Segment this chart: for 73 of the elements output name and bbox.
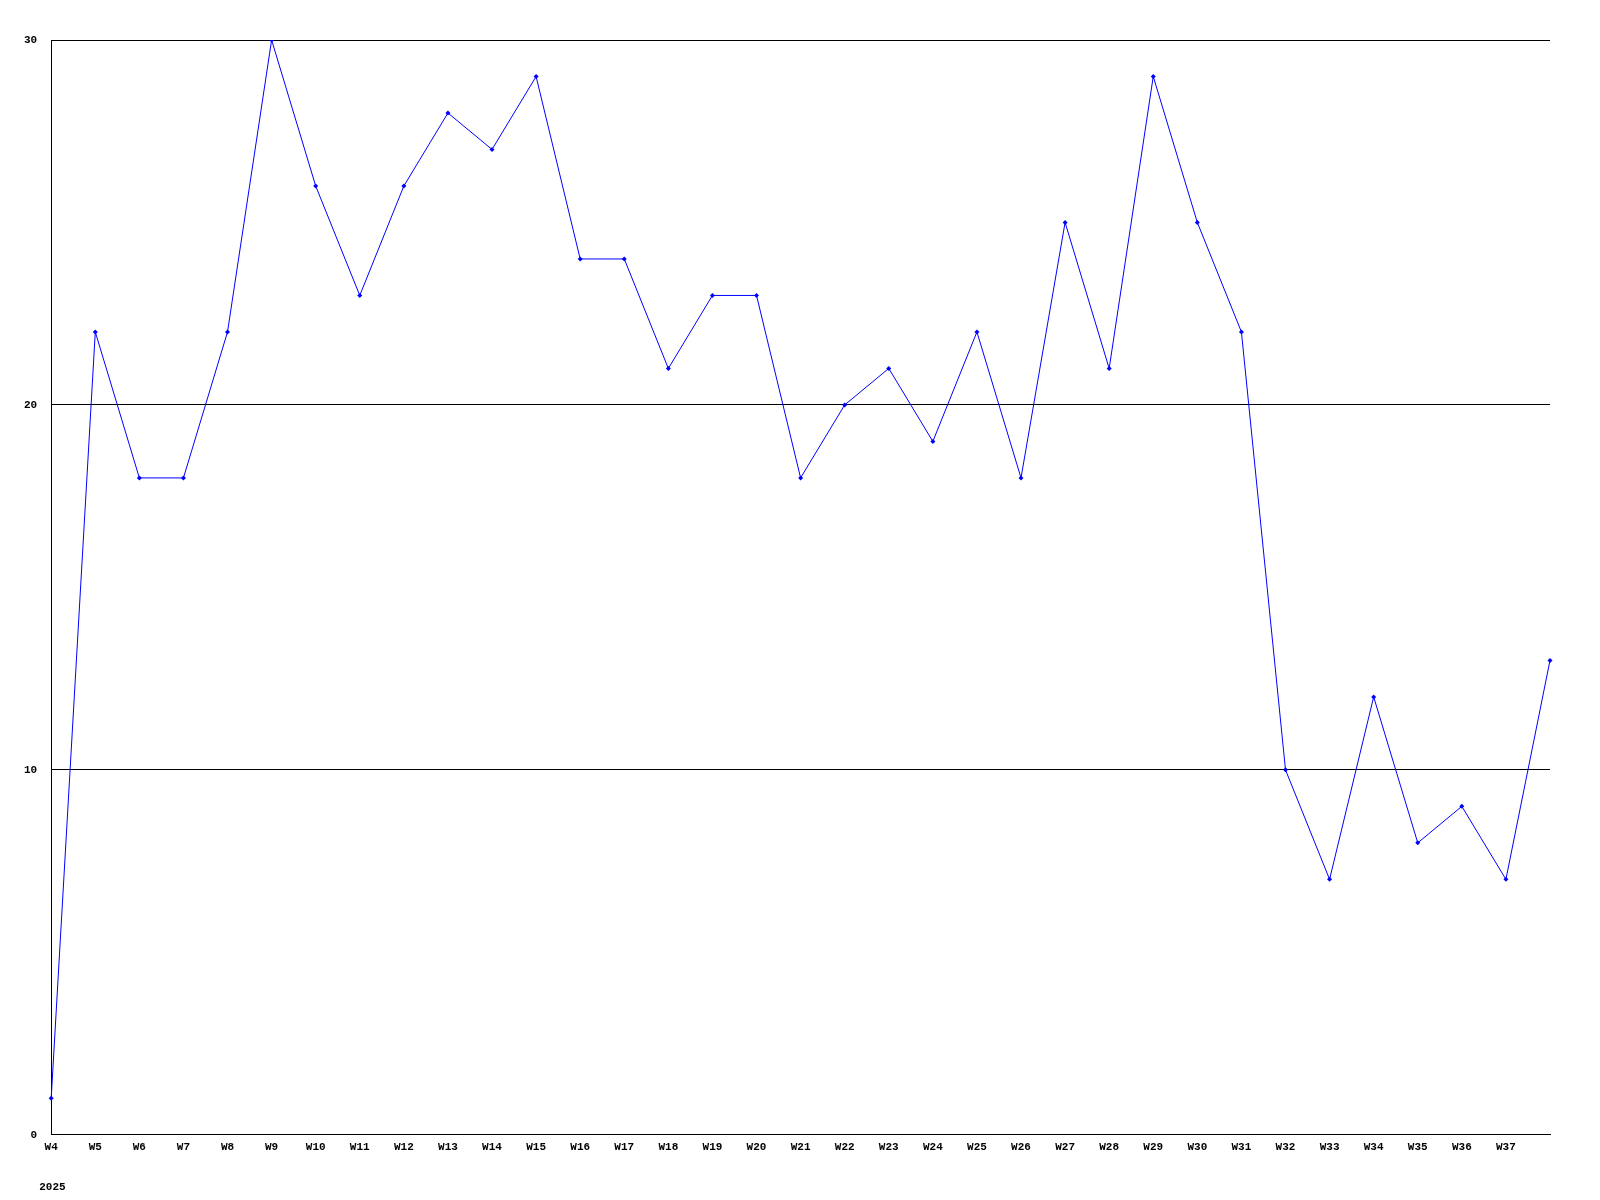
x-tick-label: W6	[132, 1141, 146, 1154]
point	[92, 329, 98, 335]
x-tick-label: W5	[88, 1141, 103, 1154]
x-tick-label: W12	[393, 1141, 414, 1154]
point	[754, 292, 760, 298]
point	[1238, 329, 1244, 335]
point	[225, 329, 231, 335]
x-tick-label: W11	[349, 1141, 371, 1154]
y-tick-label: 20	[24, 398, 38, 411]
point	[313, 183, 319, 189]
point	[1150, 73, 1156, 79]
x-tick-label: W27	[1055, 1141, 1075, 1154]
x-tick-label: W30	[1187, 1141, 1208, 1154]
point	[1283, 767, 1289, 773]
point	[1459, 803, 1465, 809]
point	[401, 183, 407, 189]
point	[842, 402, 848, 408]
point	[1371, 694, 1377, 700]
x-tick-label: W26	[1011, 1141, 1031, 1154]
x-tick-label: W33	[1319, 1141, 1340, 1154]
x-tick-label: W17	[614, 1141, 635, 1154]
point	[886, 365, 892, 371]
x-tick-label: W19	[702, 1141, 723, 1154]
point	[180, 475, 186, 481]
x-tick-label: W14	[482, 1141, 503, 1154]
point	[1062, 219, 1068, 225]
x-tick-label: W7	[176, 1141, 191, 1154]
point	[1547, 657, 1553, 663]
x-tick-label: W13	[438, 1141, 459, 1154]
x-tick-label: W28	[1099, 1141, 1120, 1154]
x-tick-label: W37	[1496, 1141, 1516, 1154]
point	[533, 73, 539, 79]
point	[1194, 219, 1200, 225]
point	[1018, 475, 1024, 481]
x-tick-label: W25	[967, 1141, 988, 1154]
point	[48, 1095, 54, 1101]
x-tick-label: W36	[1451, 1141, 1472, 1154]
point	[798, 475, 804, 481]
point	[357, 292, 363, 298]
point	[1327, 876, 1333, 882]
point	[1415, 840, 1421, 846]
x-tick-label: W31	[1231, 1141, 1252, 1154]
point	[709, 292, 715, 298]
x-tick-label: W8	[220, 1141, 235, 1154]
point	[1106, 365, 1112, 371]
point	[489, 146, 495, 152]
point	[665, 365, 671, 371]
x-tick-label: W4	[44, 1141, 59, 1154]
x-tick-label: W9	[265, 1141, 279, 1154]
x-tick-label: W15	[526, 1141, 547, 1154]
x-tick-label: W20	[746, 1141, 767, 1154]
y-tick-label: 30	[24, 33, 38, 46]
point	[445, 110, 451, 116]
x-tick-label: W24	[922, 1141, 944, 1154]
x-tick-label: W35	[1407, 1141, 1429, 1154]
x-tick-label: W23	[878, 1141, 900, 1154]
x-tick-label: W22	[834, 1141, 855, 1154]
point	[577, 256, 583, 262]
x-tick-label: W32	[1275, 1141, 1296, 1154]
y-tick-label: 0	[30, 1128, 38, 1141]
x-tick-label: W21	[790, 1141, 811, 1154]
point	[1503, 876, 1509, 882]
x-tick-label: W18	[658, 1141, 679, 1154]
point	[930, 438, 936, 444]
y-tick-label: 10	[24, 763, 38, 776]
point	[621, 256, 627, 262]
point	[974, 329, 980, 335]
x-tick-label: W10	[305, 1141, 326, 1154]
x-tick-label: W34	[1363, 1141, 1384, 1154]
text: 2025	[39, 1181, 67, 1194]
x-tick-label: W29	[1143, 1141, 1164, 1154]
x-tick-label: W16	[570, 1141, 591, 1154]
point	[136, 475, 142, 481]
